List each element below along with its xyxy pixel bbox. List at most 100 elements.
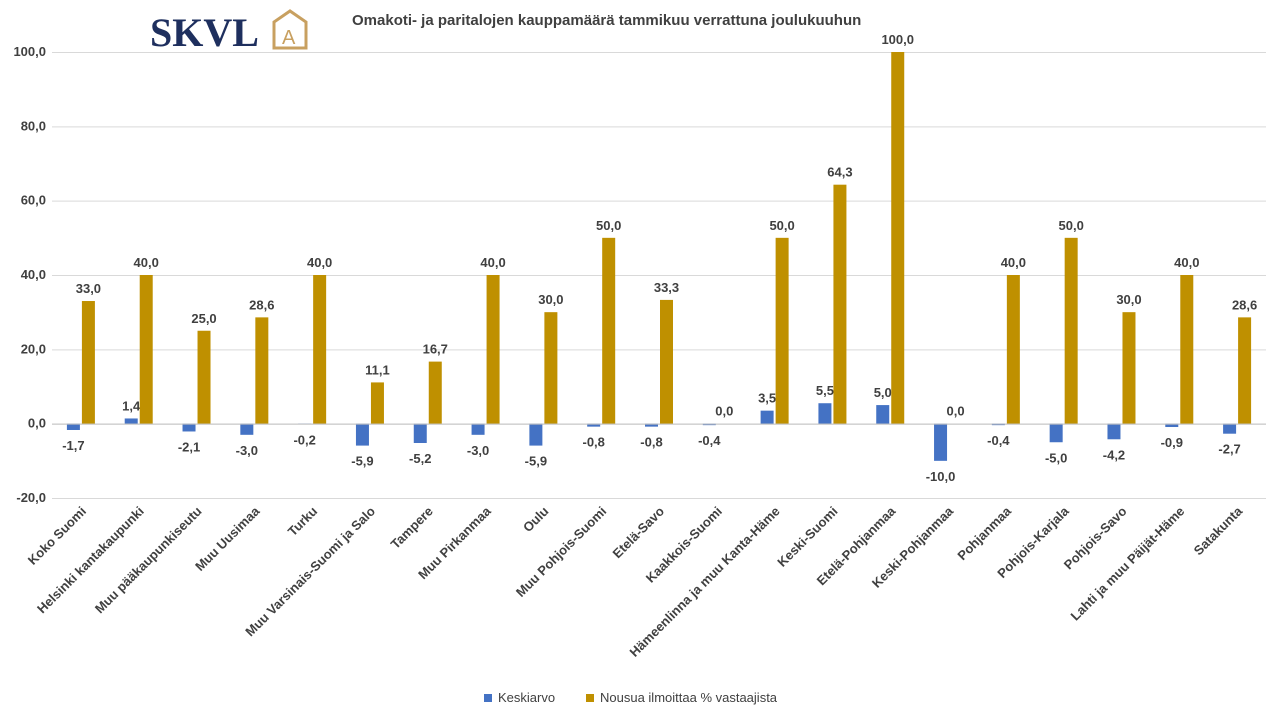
data-label: 100,0	[881, 32, 914, 47]
bar-keskiarvo	[818, 403, 832, 424]
data-label: 33,0	[76, 281, 101, 296]
data-label: -5,0	[1045, 450, 1067, 465]
y-tick-label: 80,0	[21, 118, 46, 133]
data-label: -0,8	[582, 435, 604, 450]
y-tick-label: 60,0	[21, 193, 46, 208]
data-label: 50,0	[596, 218, 621, 233]
data-label: 50,0	[1059, 218, 1084, 233]
data-label: 30,0	[1116, 292, 1141, 307]
data-label: -0,2	[293, 432, 315, 447]
data-label: -5,2	[409, 451, 431, 466]
bar-nousua	[139, 275, 153, 424]
chart-title: Omakoti- ja paritalojen kauppamäärä tamm…	[352, 12, 862, 29]
data-label: 0,0	[715, 404, 733, 419]
data-label: -5,9	[351, 454, 373, 469]
x-tick-label: Pohjanmaa	[954, 503, 1014, 563]
bar-keskiarvo	[934, 423, 948, 461]
data-label: -3,0	[467, 443, 489, 458]
data-label: 28,6	[1232, 297, 1257, 312]
data-label: 40,0	[480, 255, 505, 270]
data-label: 40,0	[307, 255, 332, 270]
bar-keskiarvo	[529, 423, 543, 446]
bar-nousua	[428, 361, 442, 424]
legend-swatch-nousua	[586, 693, 594, 702]
bar-keskiarvo	[413, 423, 427, 443]
bar-nousua	[891, 52, 905, 424]
bar-keskiarvo	[471, 423, 485, 435]
data-label: -1,7	[62, 438, 84, 453]
legend-label-keskiarvo: Keskiarvo	[498, 690, 556, 705]
data-label: 1,4	[122, 398, 141, 413]
bar-nousua	[775, 237, 789, 424]
bar-keskiarvo	[240, 423, 254, 435]
y-tick-label: -20,0	[16, 490, 46, 505]
data-label: 40,0	[1174, 255, 1199, 270]
bar-nousua	[544, 312, 558, 424]
bar-nousua	[602, 237, 616, 424]
data-label: 11,1	[365, 362, 390, 377]
data-label: 0,0	[947, 404, 965, 419]
y-tick-label: 40,0	[21, 267, 46, 282]
x-tick-label: Oulu	[520, 503, 552, 535]
data-label: 16,7	[423, 342, 448, 357]
data-label: -2,7	[1218, 442, 1240, 457]
x-tick-label: Helsinki kantakaupunki	[34, 504, 147, 617]
legend-item-keskiarvo: Keskiarvo	[484, 690, 555, 705]
bar-nousua	[1064, 237, 1078, 424]
bar-nousua	[833, 184, 847, 424]
bar-nousua	[486, 275, 500, 424]
data-label: 30,0	[538, 292, 563, 307]
legend-label-nousua: Nousua ilmoittaa % vastaajista	[600, 690, 778, 705]
bar-nousua	[197, 330, 211, 424]
data-label: -0,4	[987, 433, 1010, 448]
bar-keskiarvo	[645, 423, 658, 427]
data-label: -3,0	[236, 443, 258, 458]
bar-keskiarvo	[355, 423, 369, 446]
x-tick-label: Tampere	[388, 504, 436, 552]
logo-mark: A	[282, 27, 296, 49]
data-label: 33,3	[654, 280, 679, 295]
data-label: -0,4	[698, 433, 721, 448]
y-tick-label: 0,0	[28, 416, 46, 431]
bar-keskiarvo	[1049, 423, 1063, 443]
data-label: 3,5	[758, 391, 776, 406]
bar-nousua	[255, 317, 269, 424]
bar-keskiarvo	[1223, 423, 1237, 434]
x-tick-label: Etelä-Savo	[610, 503, 668, 561]
data-label: -0,9	[1161, 435, 1183, 450]
bar-keskiarvo	[587, 423, 601, 427]
x-tick-label: Koko Suomi	[25, 504, 89, 568]
data-label: 28,6	[249, 297, 274, 312]
bar-keskiarvo	[124, 418, 138, 424]
data-label: 40,0	[1001, 255, 1026, 270]
data-label: 5,5	[816, 383, 834, 398]
data-label: 40,0	[134, 255, 159, 270]
bar-keskiarvo	[182, 423, 196, 432]
bar-keskiarvo	[1165, 423, 1179, 428]
bar-keskiarvo	[760, 410, 774, 424]
x-tick-label: Lahti ja muu Päijät-Häme	[1067, 504, 1187, 624]
bar-nousua	[313, 275, 327, 424]
data-label: 50,0	[769, 218, 794, 233]
data-label: 5,0	[874, 385, 892, 400]
y-tick-label: 100,0	[13, 44, 46, 59]
bar-nousua	[1006, 275, 1020, 424]
bar-nousua	[660, 299, 673, 424]
bar-keskiarvo	[1107, 423, 1121, 440]
bar-nousua	[1238, 317, 1252, 424]
data-label: -4,2	[1103, 447, 1125, 462]
bar-keskiarvo	[66, 423, 80, 430]
data-label: 64,3	[827, 165, 852, 180]
legend-swatch-keskiarvo	[484, 693, 492, 702]
legend-item-nousua: Nousua ilmoittaa % vastaajista	[586, 690, 777, 705]
x-tick-label: Satakunta	[1191, 503, 1246, 558]
data-label: -0,8	[640, 435, 662, 450]
data-label: -5,9	[525, 454, 547, 469]
data-label: -10,0	[926, 469, 956, 484]
bar-nousua	[370, 382, 384, 424]
skvl-logo: SKVL A	[150, 8, 312, 55]
bar-nousua	[1122, 312, 1136, 424]
logo-text: SKVL	[150, 10, 259, 52]
bar-nousua	[81, 301, 95, 424]
